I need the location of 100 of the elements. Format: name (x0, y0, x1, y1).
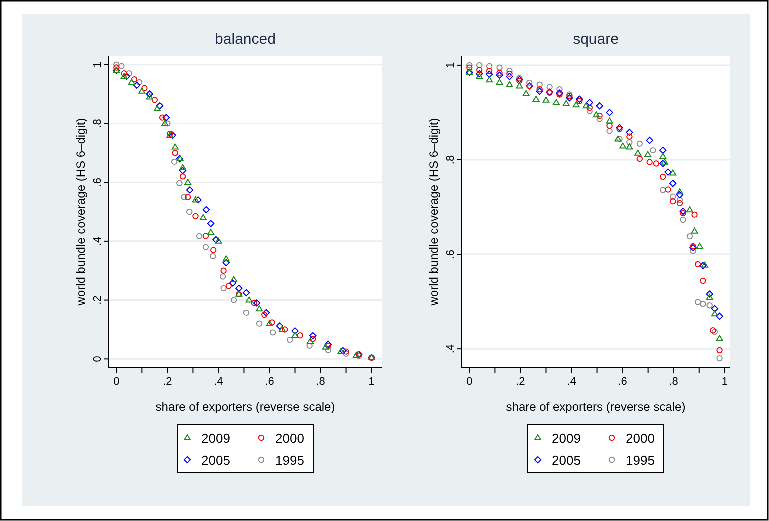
point (716, 335, 724, 342)
point (262, 309, 270, 317)
point (251, 300, 258, 306)
point (556, 86, 563, 93)
point (236, 284, 243, 292)
point (118, 63, 125, 70)
point (496, 78, 504, 85)
point (210, 247, 217, 254)
point (660, 187, 666, 194)
point (306, 342, 313, 350)
point (162, 114, 170, 122)
point (596, 116, 603, 122)
x-tick-label: .6 (618, 376, 628, 388)
point (711, 310, 718, 317)
point (686, 233, 694, 240)
point (670, 198, 676, 205)
point (716, 347, 723, 354)
y-tick-label: .6 (445, 250, 457, 260)
x-tick-label: .8 (316, 376, 326, 388)
x-tick-label: 0 (466, 376, 473, 388)
point (516, 82, 524, 89)
point (181, 194, 188, 200)
point (246, 296, 253, 303)
point (653, 160, 660, 167)
point (661, 158, 668, 165)
point (626, 128, 634, 136)
point (636, 140, 643, 148)
point (229, 280, 237, 287)
y-tick-label: .6 (92, 178, 104, 188)
point (646, 159, 653, 166)
point (700, 278, 706, 284)
point (222, 259, 230, 267)
legend-label: 2009 (202, 431, 230, 446)
point (664, 168, 672, 176)
point (159, 114, 166, 121)
point (120, 73, 128, 80)
point (278, 326, 286, 332)
legend-label: 2005 (202, 453, 230, 468)
point (476, 67, 483, 74)
point (202, 206, 210, 214)
point (694, 261, 702, 268)
y-tick-label: .8 (445, 155, 457, 165)
point (486, 63, 493, 70)
point (202, 233, 210, 240)
point (256, 306, 264, 312)
point (646, 137, 654, 144)
point (126, 70, 133, 77)
point (711, 305, 719, 313)
point (690, 248, 696, 254)
point (670, 194, 676, 200)
point (307, 338, 314, 344)
point (276, 322, 284, 330)
point (680, 210, 686, 217)
point (596, 102, 604, 110)
point (665, 186, 672, 193)
y-tick-label: .8 (92, 119, 104, 128)
point (626, 144, 634, 150)
point (606, 122, 613, 130)
point (676, 191, 684, 199)
point (522, 90, 530, 96)
point (466, 62, 473, 69)
point (154, 105, 161, 112)
point (322, 344, 330, 350)
point (644, 151, 652, 158)
point (340, 347, 347, 355)
y-tick-label: 0 (92, 356, 104, 362)
point (606, 118, 614, 124)
legend-label: 2000 (626, 431, 655, 446)
point (676, 188, 684, 195)
point (196, 233, 203, 240)
legend-label: 1995 (626, 453, 655, 468)
x-tick-label: .4 (567, 376, 576, 388)
point (486, 68, 493, 74)
point (142, 85, 148, 92)
point (297, 332, 304, 339)
point (586, 108, 593, 114)
point (694, 299, 702, 306)
point (186, 186, 194, 194)
point (292, 328, 299, 335)
point (506, 73, 514, 80)
point (194, 196, 202, 204)
point (208, 229, 215, 236)
point (536, 82, 543, 88)
x-axis-title: share of exporters (reverse scale) (156, 400, 336, 414)
point (546, 84, 553, 90)
point (626, 139, 633, 146)
point (184, 179, 192, 186)
point (532, 96, 540, 102)
point (215, 238, 222, 244)
point (680, 216, 686, 224)
point (660, 160, 667, 168)
point (606, 109, 614, 116)
point (526, 80, 533, 86)
point (486, 76, 494, 83)
point (123, 73, 130, 80)
point (164, 120, 171, 127)
legend-label: 2009 (552, 431, 581, 446)
point (496, 72, 504, 79)
point (114, 64, 120, 71)
point (552, 99, 560, 106)
